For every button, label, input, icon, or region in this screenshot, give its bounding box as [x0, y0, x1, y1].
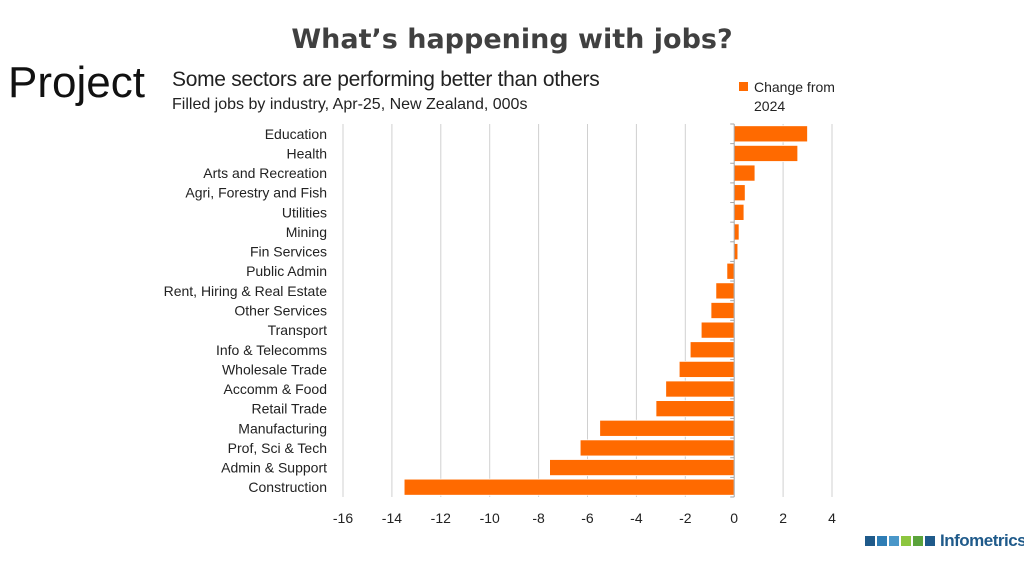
- logo-square: [865, 536, 875, 546]
- bar: [655, 400, 735, 418]
- bar: [733, 144, 799, 162]
- bar: [689, 341, 735, 359]
- category-label: Fin Services: [250, 244, 327, 260]
- category-label: Public Admin: [246, 263, 327, 279]
- logo-text: Infometrics: [940, 531, 1024, 550]
- legend-label: Change from 2024: [754, 79, 835, 114]
- category-label: Transport: [268, 322, 328, 338]
- x-tick-label: 0: [730, 510, 738, 526]
- chart-title: Some sectors are performing better than …: [172, 68, 600, 91]
- category-label: Other Services: [234, 303, 327, 319]
- bar: [733, 125, 808, 143]
- category-label: Accomm & Food: [224, 381, 327, 397]
- logo-square: [889, 536, 899, 546]
- category-label: Retail Trade: [252, 401, 328, 417]
- x-tick-label: -10: [480, 510, 500, 526]
- bar: [710, 302, 735, 319]
- x-tick-label: -8: [532, 510, 545, 526]
- category-label: Construction: [248, 479, 327, 495]
- bar: [733, 164, 756, 182]
- x-tick-label: -2: [679, 510, 692, 526]
- category-label: Info & Telecomms: [216, 342, 327, 358]
- bar: [549, 459, 735, 477]
- logo-square: [877, 536, 887, 546]
- category-label: Admin & Support: [221, 460, 327, 476]
- bar: [403, 478, 735, 496]
- bar: [733, 243, 739, 261]
- bar: [733, 203, 745, 221]
- x-tick-label: -14: [382, 510, 402, 526]
- bar: [700, 321, 735, 339]
- category-label: Agri, Forestry and Fish: [185, 185, 327, 201]
- category-label: Utilities: [282, 204, 327, 220]
- x-tick-label: 2: [779, 510, 787, 526]
- category-label: Manufacturing: [238, 420, 327, 436]
- legend-swatch: [739, 82, 748, 91]
- category-label: Education: [265, 126, 327, 142]
- project-label: Project: [8, 58, 145, 107]
- x-tick-label: -6: [581, 510, 594, 526]
- x-tick-label: 4: [828, 510, 836, 526]
- logo-square: [913, 536, 923, 546]
- category-label: Mining: [286, 224, 327, 240]
- category-label: Health: [287, 145, 327, 161]
- bar: [715, 282, 735, 300]
- category-label: Arts and Recreation: [203, 165, 327, 181]
- bar: [726, 262, 735, 280]
- chart-subtitle: Filled jobs by industry, Apr-25, New Zea…: [172, 96, 528, 113]
- logo-square: [901, 536, 911, 546]
- bar: [599, 419, 735, 437]
- x-tick-label: -16: [333, 510, 353, 526]
- page-title: What’s happening with jobs?: [291, 24, 733, 55]
- bar: [579, 439, 735, 457]
- bar: [678, 360, 735, 378]
- category-label: Prof, Sci & Tech: [228, 440, 327, 456]
- bar: [665, 380, 735, 398]
- bar: [733, 223, 740, 241]
- category-label: Rent, Hiring & Real Estate: [164, 283, 328, 299]
- category-label: Wholesale Trade: [222, 361, 327, 377]
- x-tick-label: -12: [431, 510, 451, 526]
- x-tick-label: -4: [630, 510, 643, 526]
- logo-square: [925, 536, 935, 546]
- bar: [733, 184, 746, 202]
